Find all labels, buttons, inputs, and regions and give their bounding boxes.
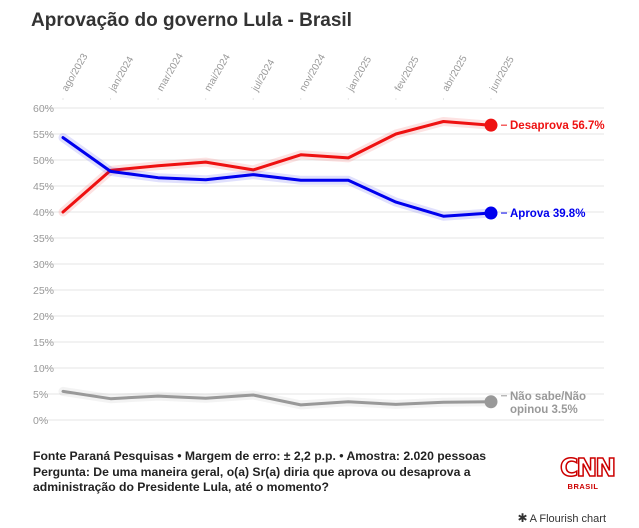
x-tick-label: jun/2025 bbox=[488, 54, 517, 94]
unsure-end-point bbox=[484, 395, 498, 409]
y-axis-ticks: 0% 5% 10% 15% 20% 25% 30% 35% 40% 45% 50% 55% 60% bbox=[33, 103, 54, 427]
unsure-label: Não sabe/Não bbox=[510, 391, 586, 403]
cnn-brasil-logo[interactable]: CNN BRASIL bbox=[559, 453, 617, 491]
line-chart: 0% 5% 10% 15% 20% 25% 30% 35% 40% 45% 50% 55% 60% ag… bbox=[33, 51, 605, 427]
flourish-credit-text: A Flourish chart bbox=[529, 513, 606, 525]
y-tick-label: 40% bbox=[33, 207, 54, 219]
approve-end-point bbox=[484, 206, 498, 220]
y-tick-label: 45% bbox=[33, 181, 54, 193]
series-labels: Desaprova 56.7% Aprova 39.8% Não sabe/Nãoo… bbox=[501, 120, 605, 416]
logo-wordmark: CNN bbox=[559, 453, 617, 482]
approve-line bbox=[61, 136, 493, 218]
unsure-label: opinou 3.5% bbox=[510, 404, 578, 416]
y-tick-label: 30% bbox=[33, 259, 54, 271]
logo-subtitle: BRASIL bbox=[567, 482, 599, 491]
y-tick-label: 15% bbox=[33, 337, 54, 349]
disapprove-line-halo bbox=[58, 117, 496, 217]
y-tick-label: 0% bbox=[33, 415, 48, 427]
y-tick-label: 50% bbox=[33, 155, 54, 167]
question-note: Pergunta: De uma maneira geral, o(a) Sr(… bbox=[33, 464, 471, 495]
x-tick-label: ago/2023 bbox=[60, 51, 91, 93]
y-tick-label: 5% bbox=[33, 389, 48, 401]
x-tick-label: jan/2024 bbox=[107, 54, 136, 94]
unsure-line bbox=[61, 389, 493, 407]
series-lines bbox=[58, 117, 498, 410]
x-tick-label: mar/2024 bbox=[155, 51, 186, 93]
disapprove-end-point bbox=[484, 118, 498, 132]
y-tick-label: 25% bbox=[33, 285, 54, 297]
x-tick-label: fev/2025 bbox=[393, 54, 422, 93]
x-tick-label: mai/2024 bbox=[203, 52, 233, 94]
x-tick-label: jul/2024 bbox=[250, 57, 278, 94]
chart-title: Aprovação do governo Lula - Brasil bbox=[31, 10, 352, 31]
grid-lines bbox=[40, 98, 604, 421]
x-axis-ticks: ago/2023 jan/2024 mar/2024 mai/2024 jul/2024… bbox=[60, 51, 517, 94]
y-tick-label: 35% bbox=[33, 233, 54, 245]
flourish-credit-link[interactable]: ✱ A Flourish chart bbox=[518, 511, 606, 525]
x-tick-label: abr/2025 bbox=[441, 53, 470, 93]
source-note: Fonte Paraná Pesquisas • Margem de erro:… bbox=[33, 449, 487, 463]
y-tick-label: 60% bbox=[33, 103, 54, 115]
y-tick-label: 55% bbox=[33, 129, 54, 141]
y-tick-label: 20% bbox=[33, 311, 54, 323]
x-tick-label: nov/2024 bbox=[298, 52, 328, 94]
flourish-star-icon: ✱ bbox=[517, 511, 528, 525]
y-tick-label: 10% bbox=[33, 363, 54, 375]
x-tick-label: jan/2025 bbox=[345, 54, 374, 94]
approve-label: Aprova 39.8% bbox=[510, 208, 585, 220]
disapprove-label: Desaprova 56.7% bbox=[510, 120, 605, 132]
disapprove-line bbox=[61, 120, 493, 214]
chart-footer: Fonte Paraná Pesquisas • Margem de erro:… bbox=[33, 449, 553, 496]
